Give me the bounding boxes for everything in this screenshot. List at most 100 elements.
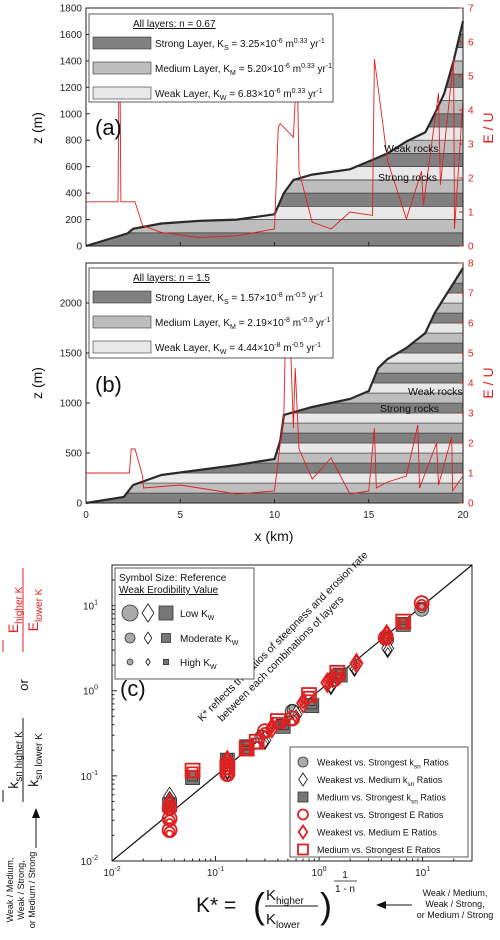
data-point-medium-vs-strongest-ee <box>252 741 261 750</box>
x-note-arrow-head <box>376 901 386 909</box>
x-axis-note-line: Weak / Strong, <box>425 899 484 909</box>
panel-b-right-tick-label: 8 <box>468 259 474 270</box>
panel-b-right-axis-label: E / U <box>480 367 496 398</box>
panel-b-y-tick-label: 1000 <box>60 399 83 410</box>
series-legend-label: Weakest vs. Strongest ksn Ratios <box>317 758 449 771</box>
panel-a-rock-layer-weak <box>409 126 464 141</box>
panel-b-x-tick-label: 0 <box>83 510 89 521</box>
series-legend-label: Medium vs. Strongest E Ratios <box>317 845 441 855</box>
panel-b-right-tick-label: 0 <box>468 499 474 510</box>
panel-a-strong-rocks-label: Strong rocks <box>378 172 437 184</box>
panel-b-rock-layer-medium <box>126 482 464 494</box>
panel-c-x-tick-label: 100 <box>312 866 327 879</box>
panel-b-weak-rocks-label: Weak rocks <box>408 386 463 398</box>
panel-a-weak-rocks-label: Weak rocks <box>384 143 439 155</box>
size-legend-subtitle: Weak Erodibility Value <box>119 585 219 596</box>
data-point-medium-vs-strongest-ee <box>399 620 408 630</box>
panel-a-right-tick-label: 0 <box>468 242 474 253</box>
panel-a-erosion-ratio-line <box>86 58 464 238</box>
panel-a-y-tick-label: 200 <box>65 215 82 226</box>
size-legend-square-marker <box>158 605 174 621</box>
y-label-steepness-ratio-denominator: ksn lower K <box>25 733 45 787</box>
size-legend-label: Low KW <box>180 609 215 622</box>
series-legend-marker <box>297 791 309 803</box>
size-legend-label: High KW <box>180 658 217 671</box>
panel-b-right-tick-label: 7 <box>468 289 474 300</box>
panel-b-right-tick-label: 3 <box>468 409 474 420</box>
panel-a-y-tick-label: 1400 <box>60 56 83 67</box>
size-legend-diamond-marker <box>145 657 151 667</box>
panel-b-rock-layer-weak <box>138 472 464 484</box>
y-label-steepness-ratio-numerator: ksn higher K <box>5 731 25 789</box>
series-legend-marker <box>297 808 309 821</box>
panel-c-x-axis-label: K* = ( Khigher Klower ) 1 1 - n Weak / M… <box>196 870 493 931</box>
panel-a-legend-label-strong: Strong Layer, KS = 3.25×10-6 m0.33 yr-1 <box>155 38 325 52</box>
panel-b-x-axis-label: x (km) <box>255 528 294 544</box>
panel-b-x-tick-label: 20 <box>457 510 469 521</box>
panel-b-legend-label-weak: Weak Layer, KW = 4.44×10-8 m-0.5 yr-1 <box>155 342 321 356</box>
data-point-medium-vs-strongest-ee <box>188 769 197 779</box>
panel-c-x-tick-label: 10-1 <box>207 866 224 879</box>
panel-b-y-tick-label: 2000 <box>60 299 83 310</box>
size-legend-circle-marker <box>124 632 136 644</box>
series-legend-label: Weakest vs. Strongest E Ratios <box>317 810 444 820</box>
panel-b-legend-label-medium: Medium Layer, KM = 2.19×10-8 m-0.5 yr-1 <box>155 317 331 331</box>
series-legend-marker <box>297 756 309 768</box>
panel-a-y-tick-label: 1600 <box>60 30 83 41</box>
panel-b-right-tick-label: 5 <box>468 349 474 360</box>
panel-b-legend-swatch-medium <box>92 315 152 329</box>
series-legend-marker <box>297 823 309 841</box>
panel-a-rock-layer-strong <box>277 192 464 207</box>
panel-a-rock-layer-weak <box>236 206 464 220</box>
formula-exp-num: 1 <box>342 870 348 881</box>
panel-b-right-tick-label: 1 <box>468 469 474 480</box>
formula-exp-den: 1 - n <box>335 884 355 895</box>
panel-a-label: (a) <box>95 115 122 140</box>
panel-a-legend-label-weak: Weak Layer, KW = 6.83×10-6 m0.33 yr-1 <box>155 88 323 102</box>
panel-b-rock-layer-weak <box>424 322 464 334</box>
size-legend-label: Moderate KW <box>180 634 239 647</box>
panel-a-legend: All layers: n = 0.67 Strong Layer, KS = … <box>88 13 334 103</box>
panel-a-y-tick-label: 1000 <box>60 109 83 120</box>
panel-b-y-tick-label: 500 <box>65 449 82 460</box>
data-point-weakest-vs-medium-ee <box>165 793 174 806</box>
panel-a-right-tick-label: 6 <box>468 38 474 49</box>
panel-a-legend-swatch-weak <box>92 86 152 100</box>
panel-b-chart: 0 500 1000 1500 2000 0 1 2 3 4 5 6 7 8 0 5 10 15 20 z (m… <box>29 259 496 545</box>
formula-lhs: K* = <box>196 894 236 917</box>
series-legend-marker <box>298 772 308 787</box>
data-point-medium-vs-strongest-ee <box>333 672 342 681</box>
y-label-or: or <box>16 679 31 691</box>
panel-a-y-tick-label: 0 <box>76 242 82 253</box>
panel-a-legend-swatch-strong <box>92 36 152 50</box>
data-point-weakest-vs-strongest-ee <box>165 829 174 838</box>
panel-b-right-tick-label: 4 <box>468 379 474 390</box>
size-legend-square-marker <box>161 633 171 643</box>
panel-b-y-tick-label: 0 <box>76 499 82 510</box>
data-point-medium-vs-strongest-ee <box>273 720 282 729</box>
data-point-weakest-vs-medium-kksn <box>384 646 391 657</box>
y-axis-note-line: Weak / Strong, <box>16 860 26 919</box>
data-point-medium-vs-strongest-ee <box>304 694 314 703</box>
panel-a-right-tick-label: 7 <box>468 4 474 15</box>
panel-b-erosion-ratio-line <box>86 316 464 495</box>
formula-open-paren: ( <box>253 885 265 926</box>
x-axis-note-line: Weak / Medium, <box>423 888 488 898</box>
panel-b-y-tick-label: 1500 <box>60 349 83 360</box>
data-point-medium-vs-strongest-ee <box>242 747 251 757</box>
formula-close-paren: ) <box>320 885 332 926</box>
data-point-weakest-vs-strongest-ee <box>288 717 297 727</box>
x-axis-note-line: or Medium / Strong <box>417 910 494 920</box>
y-note-arrow-head <box>32 808 40 818</box>
panel-b-elevation-profile <box>85 267 464 505</box>
panel-a-y-axis-label: z (m) <box>29 112 45 144</box>
panel-a-legend-title: All layers: n = 0.67 <box>133 19 216 30</box>
panel-b-legend-swatch-weak <box>92 340 152 354</box>
panel-b-rock-layer-medium <box>375 362 464 374</box>
panel-c-x-tick-label: 101 <box>415 866 430 879</box>
panel-b-x-tick-label: 15 <box>363 510 375 521</box>
panel-a-elevation-profile <box>85 20 465 248</box>
